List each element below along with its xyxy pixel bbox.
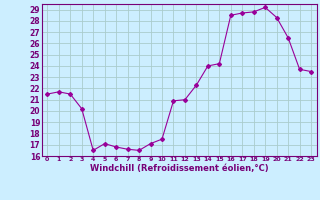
- X-axis label: Windchill (Refroidissement éolien,°C): Windchill (Refroidissement éolien,°C): [90, 164, 268, 173]
